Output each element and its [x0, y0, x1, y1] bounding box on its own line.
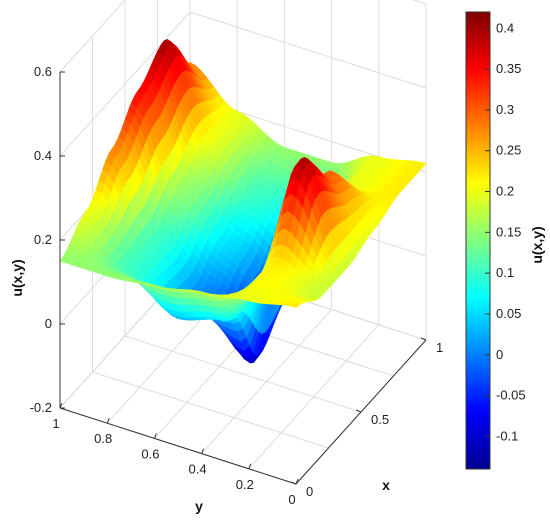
colorbar-tick-label: 0.05 — [496, 306, 521, 321]
colorbar-tick-label: 0.3 — [496, 102, 514, 117]
z-axis-label: u(x,y) — [9, 259, 25, 296]
colorbar-tick-label: 0.2 — [496, 184, 514, 199]
y-axis-label: y — [195, 498, 203, 514]
x-tick-label: 0 — [306, 484, 313, 499]
grid-line — [124, 335, 362, 413]
y-axis-line — [59, 407, 297, 485]
x-tick-label: 1 — [436, 340, 443, 355]
z-tick-label: 0.6 — [34, 64, 52, 79]
colorbar-tick-label: 0 — [496, 347, 503, 362]
grid-line — [59, 0, 427, 73]
y-tick-mark — [106, 418, 110, 424]
colorbar-gradient — [465, 11, 491, 470]
y-tick-label: 1 — [52, 416, 59, 431]
y-tick-label: 0 — [288, 492, 295, 507]
colorbar-ticks: -0.1 -0.05 0 0.05 0.1 0.15 0.2 0.25 0.3 0.35 0.4 — [485, 20, 526, 443]
y-tick-label: 0.4 — [189, 462, 207, 477]
y-tick-label: 0.8 — [94, 431, 112, 446]
colorbar-tick-label: 0.35 — [496, 61, 521, 76]
z-tick-label: -0.2 — [30, 400, 52, 415]
x-tick-mark — [420, 337, 427, 341]
surface-patch — [289, 302, 300, 308]
colorbar: -0.1 -0.05 0 0.05 0.1 0.15 0.2 0.25 0.3 0.35 0.4 — [465, 11, 526, 470]
y-tick-mark — [295, 478, 299, 485]
colorbar-tick-label: 0.15 — [496, 224, 521, 239]
colorbar-tick-label: 0.4 — [496, 20, 514, 35]
z-tick-label: 0 — [45, 316, 52, 331]
y-tick-mark — [153, 433, 157, 439]
axes: -0.2 0 0.2 0.4 0.6 0 0.2 0.4 0.6 0.8 1 0 0.5 1 — [30, 64, 444, 507]
x-tick-label: 0.5 — [371, 412, 389, 427]
x-axis-label: x — [382, 477, 390, 493]
z-tick-label: 0.2 — [34, 232, 52, 247]
x-tick-mark — [290, 481, 297, 485]
colorbar-tick-label: -0.1 — [496, 428, 518, 443]
surface-plot — [59, 39, 427, 364]
y-tick-label: 0.6 — [141, 446, 159, 461]
y-tick-label: 0.2 — [236, 477, 254, 492]
colorbar-tick-label: 0.25 — [496, 143, 521, 158]
grid-line — [92, 371, 329, 449]
colorbar-tick-label: -0.05 — [496, 388, 526, 403]
y-tick-mark — [59, 402, 63, 409]
colorbar-tick-label: 0.1 — [496, 265, 514, 280]
y-tick-mark — [248, 463, 252, 469]
z-tick-label: 0.4 — [34, 148, 52, 163]
colorbar-label: u(x,y) — [529, 226, 545, 263]
x-tick-mark — [355, 409, 362, 413]
y-tick-mark — [201, 448, 205, 454]
